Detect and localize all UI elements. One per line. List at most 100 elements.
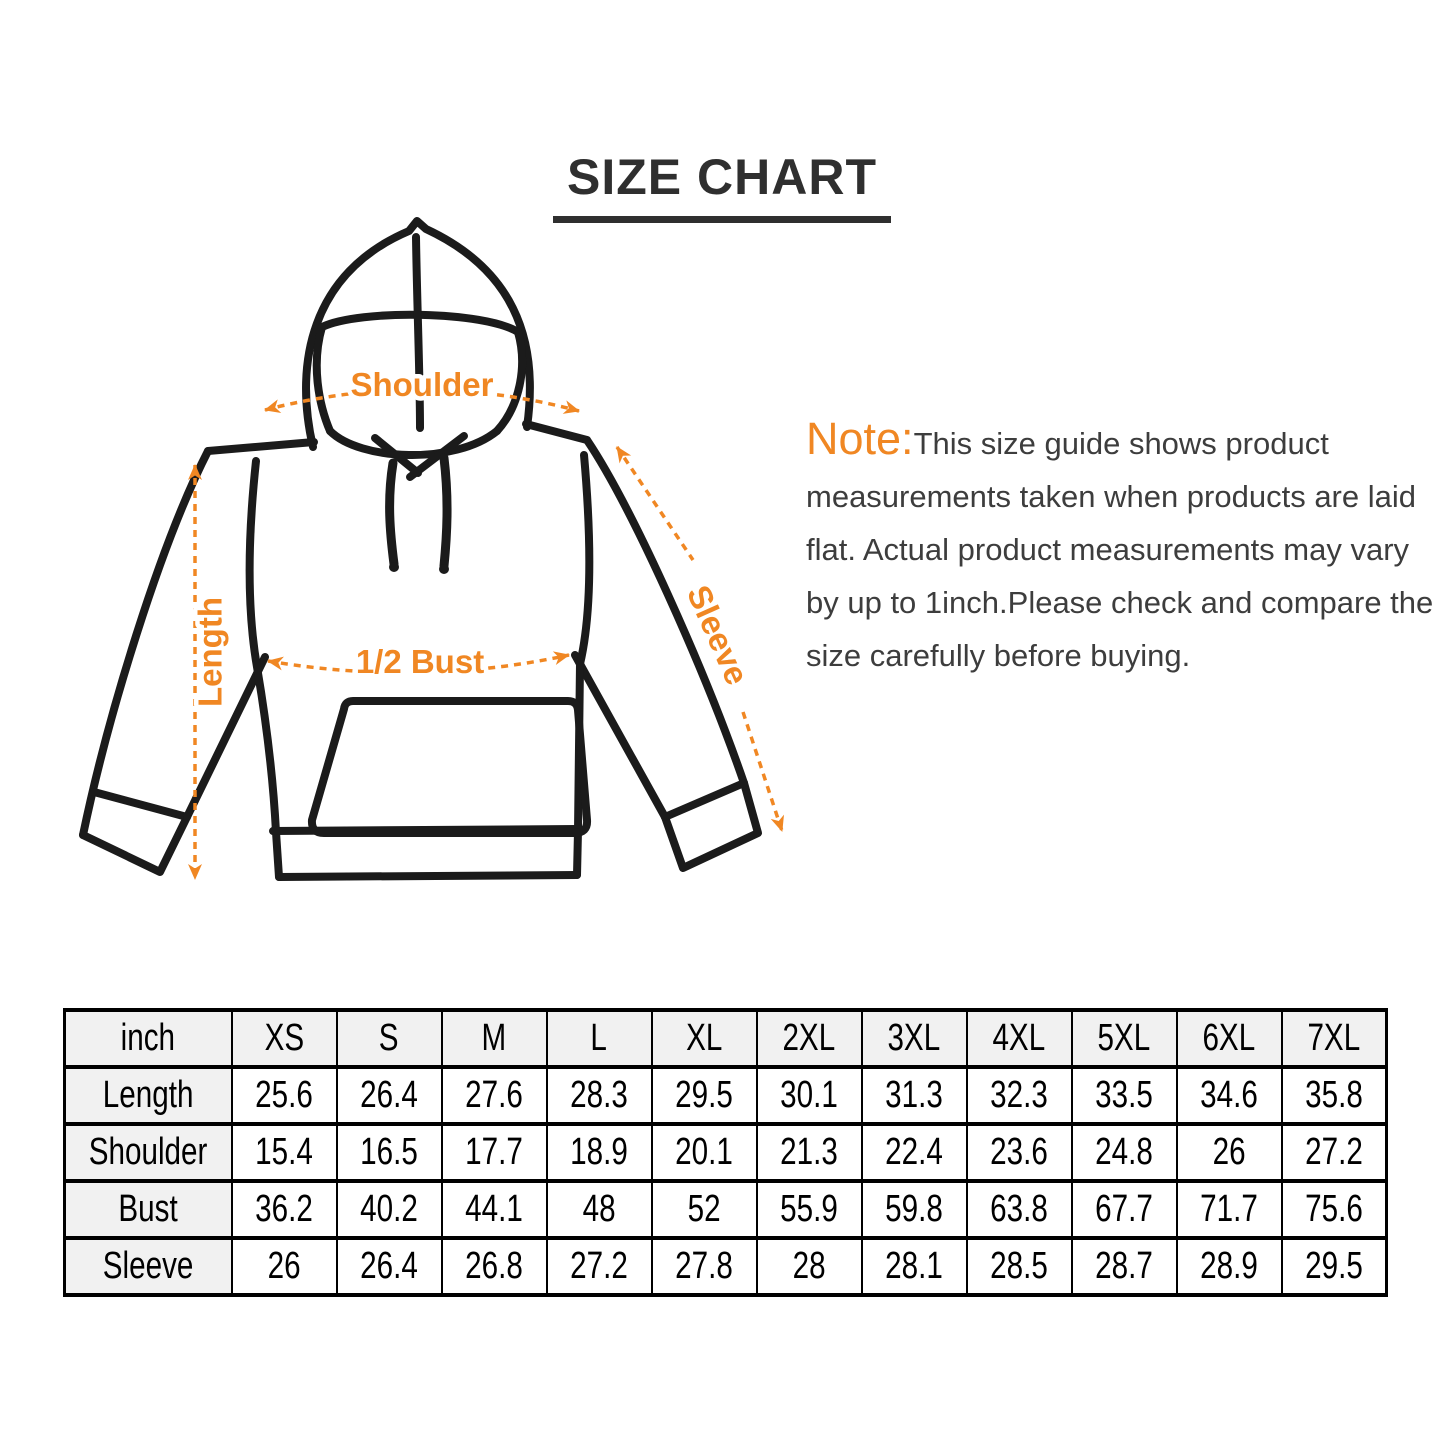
hoodie-outline — [79, 217, 762, 881]
shoulder-left — [204, 438, 318, 455]
value-cell: 23.6 — [965, 1122, 1073, 1183]
size-header-cell: 5XL — [1070, 1008, 1178, 1069]
value-cell: 27.2 — [545, 1236, 653, 1297]
size-header-cell: 7XL — [1280, 1008, 1388, 1069]
collar-curve — [326, 427, 501, 459]
shoulder-arrow — [264, 388, 580, 414]
value-cell: 27.8 — [650, 1236, 758, 1297]
value-cell: 35.8 — [1280, 1065, 1388, 1126]
value-cell: 20.1 — [650, 1122, 758, 1183]
value-cell: 28.9 — [1175, 1236, 1283, 1297]
body-left — [245, 457, 283, 881]
value-cell: 71.7 — [1175, 1179, 1283, 1240]
value-cell: 22.4 — [860, 1122, 968, 1183]
value-cell: 26 — [1175, 1122, 1283, 1183]
value-cell: 31.3 — [860, 1065, 968, 1126]
drawstring-right — [439, 453, 452, 571]
value-cell: 18.9 — [545, 1122, 653, 1183]
hood-rim-left — [312, 323, 334, 435]
value-cell: 29.5 — [650, 1065, 758, 1126]
value-cell: 28.3 — [545, 1065, 653, 1126]
value-cell: 17.7 — [440, 1122, 548, 1183]
value-cell: 44.1 — [440, 1179, 548, 1240]
cuff-left — [79, 813, 191, 876]
page-title: SIZE CHART — [553, 148, 891, 223]
sleeve-right-outer — [583, 436, 748, 787]
row-label-cell: Shoulder — [63, 1122, 233, 1183]
half-bust-label: 1/2 Bust — [356, 643, 484, 680]
size-header-cell: L — [545, 1008, 653, 1069]
value-cell: 24.8 — [1070, 1122, 1178, 1183]
size-header-cell: 3XL — [860, 1008, 968, 1069]
value-cell: 27.2 — [1280, 1122, 1388, 1183]
size-header-cell: XL — [650, 1008, 758, 1069]
table-row-shoulder: Shoulder 15.4 16.5 17.7 18.9 20.1 21.3 2… — [63, 1122, 1388, 1183]
kangaroo-pocket — [307, 697, 592, 837]
length-label: Length — [192, 597, 229, 707]
row-label-cell: Length — [63, 1065, 233, 1126]
row-label-cell: Sleeve — [63, 1236, 233, 1297]
size-header-cell: 6XL — [1175, 1008, 1283, 1069]
collar-v-right — [406, 432, 468, 481]
note-paragraph: Note:This size guide shows product measu… — [806, 412, 1438, 682]
value-cell: 28.7 — [1070, 1236, 1178, 1297]
value-cell: 26.4 — [335, 1236, 443, 1297]
drawstring-left — [385, 458, 399, 569]
value-cell: 63.8 — [965, 1179, 1073, 1240]
value-cell: 28.1 — [860, 1236, 968, 1297]
value-cell: 26.4 — [335, 1065, 443, 1126]
table-row-sleeve: Sleeve 26 26.4 26.8 27.2 27.8 28 28.1 28… — [63, 1236, 1388, 1297]
value-cell: 29.5 — [1280, 1236, 1388, 1297]
size-header-cell: XS — [230, 1008, 338, 1069]
value-cell: 55.9 — [755, 1179, 863, 1240]
drawstring-right-tip — [439, 564, 449, 574]
size-table: inch XS S M L XL 2XL 3XL 4XL 5XL 6XL 7XL… — [63, 1008, 1388, 1297]
row-label-cell: Bust — [63, 1179, 233, 1240]
cuff-right — [661, 779, 762, 872]
value-cell: 28.5 — [965, 1236, 1073, 1297]
value-cell: 15.4 — [230, 1122, 338, 1183]
body-right — [573, 451, 594, 879]
sleeve-arrow-lower — [741, 711, 784, 832]
size-header-cell: M — [440, 1008, 548, 1069]
size-header-cell: 2XL — [755, 1008, 863, 1069]
size-header-cell: S — [335, 1008, 443, 1069]
measurement-labels: Shoulder Length 1/2 Bust Sleeve — [187, 362, 761, 712]
value-cell: 21.3 — [755, 1122, 863, 1183]
hood-rim-right — [493, 328, 527, 435]
value-cell: 27.6 — [440, 1065, 548, 1126]
cuff-right-seam — [661, 779, 748, 821]
size-header-cell: 4XL — [965, 1008, 1073, 1069]
measurement-arrows — [188, 388, 784, 880]
value-cell: 32.3 — [965, 1065, 1073, 1126]
unit-header-cell: inch — [63, 1008, 233, 1069]
table-header-row: inch XS S M L XL 2XL 3XL 4XL 5XL 6XL 7XL — [63, 1008, 1388, 1069]
value-cell: 36.2 — [230, 1179, 338, 1240]
hoodie-measurement-diagram: Shoulder Length 1/2 Bust Sleeve — [79, 217, 784, 881]
value-cell: 28 — [755, 1236, 863, 1297]
cuff-left-seam — [90, 788, 191, 821]
sleeve-label: Sleeve — [680, 580, 756, 691]
shoulder-label: Shoulder — [350, 366, 493, 403]
sleeve-right-inner — [571, 651, 669, 821]
drawstring-left-tip — [389, 562, 399, 572]
value-cell: 26.8 — [440, 1236, 548, 1297]
hem-bottom — [275, 871, 581, 881]
sleeve-left-outer — [79, 447, 212, 839]
value-cell: 75.6 — [1280, 1179, 1388, 1240]
value-cell: 34.6 — [1175, 1065, 1283, 1126]
value-cell: 33.5 — [1070, 1065, 1178, 1126]
value-cell: 59.8 — [860, 1179, 968, 1240]
table-row-length: Length 25.6 26.4 27.6 28.3 29.5 30.1 31.… — [63, 1065, 1388, 1126]
sleeve-arrow-upper — [615, 446, 695, 561]
half-bust-arrow — [267, 651, 570, 675]
value-cell: 16.5 — [335, 1122, 443, 1183]
value-cell: 26 — [230, 1236, 338, 1297]
table-row-bust: Bust 36.2 40.2 44.1 48 52 55.9 59.8 63.8… — [63, 1179, 1388, 1240]
value-cell: 48 — [545, 1179, 653, 1240]
hood-outer — [302, 217, 534, 451]
value-cell: 30.1 — [755, 1065, 863, 1126]
value-cell: 67.7 — [1070, 1179, 1178, 1240]
value-cell: 52 — [650, 1179, 758, 1240]
